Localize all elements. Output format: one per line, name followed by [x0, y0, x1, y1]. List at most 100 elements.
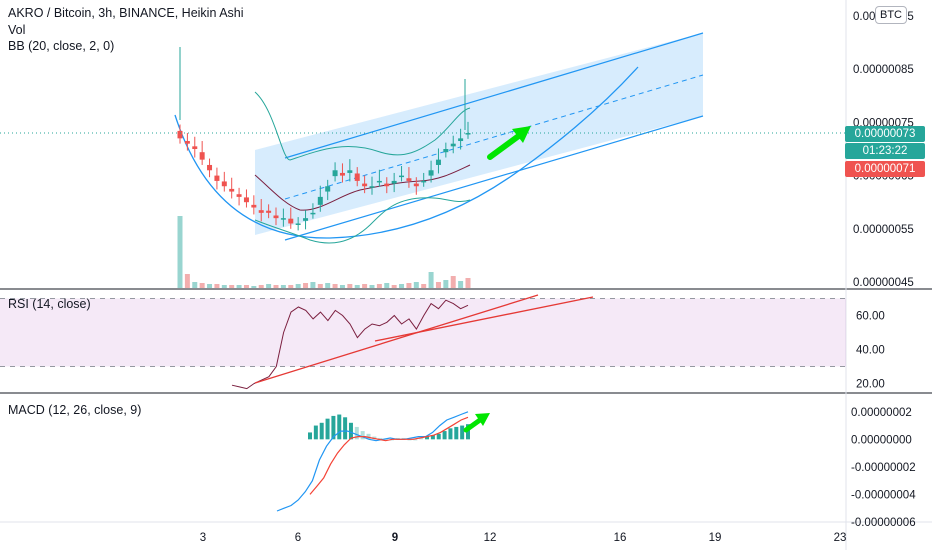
volume-bar [465, 278, 471, 288]
candle-body [354, 173, 360, 181]
volume-bar [406, 283, 412, 288]
candle-body [391, 180, 397, 184]
volume-bar [450, 276, 456, 288]
candle-body [199, 152, 205, 160]
volume-bar [443, 280, 449, 288]
volume-bar [376, 284, 382, 288]
rsi-trendline [254, 294, 539, 384]
macd-hist-bar [419, 437, 424, 440]
volume-bars [177, 216, 471, 288]
volume-bar [177, 216, 183, 288]
volume-bar [280, 285, 286, 288]
macd-hist-bar [343, 417, 348, 440]
time-tick-label: 3 [200, 532, 206, 544]
candle-body [317, 196, 323, 205]
macd-hist-bar [325, 418, 330, 440]
volume-bar [266, 284, 272, 288]
time-tick-label: 12 [484, 532, 497, 544]
candle-body [347, 170, 353, 173]
up-arrow-shaft [487, 132, 523, 160]
candle-body [458, 138, 464, 142]
macd-hist-bar [436, 433, 441, 440]
rsi-trendline [374, 296, 594, 342]
candle-body [251, 204, 257, 208]
macd-tick-label: 0.00000000 [851, 434, 912, 446]
volume-bar [428, 272, 434, 288]
macd-hist-bar [366, 433, 371, 440]
volume-bar [413, 282, 419, 288]
volume-bar [251, 286, 257, 288]
macd-hist-bar [466, 424, 470, 440]
volume-legend: Vol [8, 23, 26, 37]
volume-bar [354, 285, 360, 288]
currency-badge[interactable]: BTC [875, 6, 907, 24]
countdown-tag: 01:23:22 [845, 143, 925, 159]
volume-bar [243, 285, 249, 288]
bb-legend: BB (20, close, 2, 0) [8, 39, 115, 53]
candle-body [413, 183, 419, 187]
volume-bar [369, 285, 375, 288]
candle-body [384, 183, 390, 187]
chart-title: AKRO / Bitcoin, 3h, BINANCE, Heikin Ashi [8, 6, 244, 20]
volume-bar [325, 283, 331, 288]
volume-bar [310, 282, 316, 288]
candle-body [310, 212, 316, 215]
macd-tick-label: -0.00000004 [851, 489, 916, 501]
price-tick-label: 0.00000085 [853, 64, 914, 76]
price-tick-label: 0.00000045 [853, 277, 914, 289]
candle-body [362, 183, 368, 187]
macd-hist-bar [378, 437, 383, 440]
macd-hist-bar [348, 422, 353, 440]
price-tick-label: 0.00000055 [853, 224, 914, 236]
volume-bar [347, 284, 353, 288]
last-price-tag: 0.00000073 [845, 126, 925, 142]
candle-body [399, 175, 405, 178]
bb-lower [254, 197, 471, 244]
up-arrow-head [512, 126, 531, 143]
candle-body [421, 180, 427, 183]
bb-upper [254, 91, 471, 161]
volume-bar [258, 285, 264, 288]
volume-bar [362, 284, 368, 288]
candle-body [258, 210, 264, 213]
candle-body [303, 218, 309, 221]
volume-bar [332, 284, 338, 288]
candle-body [295, 223, 301, 225]
macd-hist-bar [360, 431, 365, 440]
candle-body [273, 215, 279, 219]
volume-bar [384, 283, 390, 288]
volume-bar [221, 285, 227, 288]
support-arc [174, 66, 639, 239]
volume-bar [317, 284, 323, 288]
macd-hist-bar [454, 426, 459, 440]
candle-body [376, 180, 382, 183]
time-tick-label: 19 [709, 532, 722, 544]
volume-bar [339, 285, 345, 288]
time-tick-label: 23 [834, 532, 847, 544]
candle-body [325, 186, 331, 192]
candle-body [406, 178, 412, 181]
candle-body [236, 194, 242, 197]
macd-arrow-head [475, 413, 490, 426]
price-tick-label: 0.00000075 [853, 117, 914, 129]
candle-body [184, 141, 190, 144]
volume-bar [214, 284, 220, 288]
macd-hist-bar [401, 437, 406, 440]
channel-upper-line [284, 32, 704, 159]
volume-bar [303, 283, 309, 288]
macd-tick-label: -0.00000006 [851, 517, 916, 529]
candle-body [288, 218, 294, 224]
volume-bar [229, 285, 235, 288]
candle-body [177, 130, 183, 139]
candle-body [443, 149, 449, 153]
candle-body [332, 170, 338, 177]
macd-hist-bar [313, 425, 318, 440]
macd-hist-bar [413, 439, 418, 441]
volume-bar [288, 285, 294, 288]
time-tick-label: 16 [614, 532, 627, 544]
candle-body [435, 159, 441, 165]
macd-hist-bar [354, 426, 359, 440]
candle-body [369, 186, 375, 188]
candle-body [428, 170, 434, 176]
